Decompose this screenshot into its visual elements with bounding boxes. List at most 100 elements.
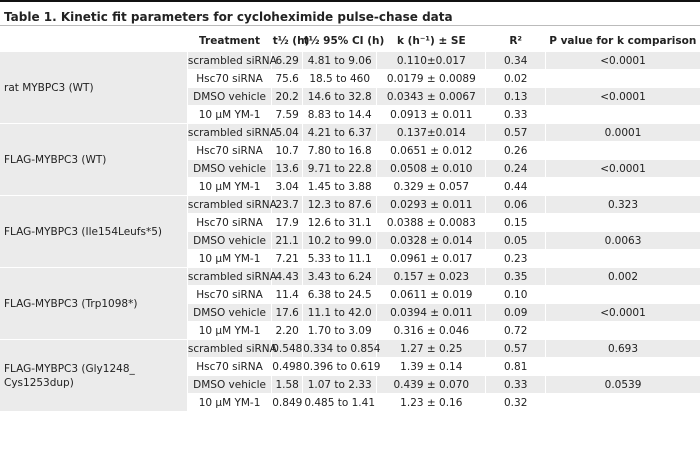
treatment-cell: 10 μM YM-1 — [186, 393, 272, 412]
half-life-cell: 13.6 — [271, 159, 303, 178]
table-row: 10 μM YM-1 0.849 0.485 to 1.41 1.23 ± 0.16 0… — [0, 393, 700, 412]
group-label: FLAG-MYBPC3 (Trp1098*) — [0, 267, 188, 340]
half-life-cell: 3.04 — [271, 177, 303, 196]
table-row: Hsc70 siRNA 11.4 6.38 to 24.5 0.0611 ± 0.01… — [0, 285, 700, 304]
r-squared-cell: 0.09 — [485, 303, 546, 322]
r-squared-cell: 0.33 — [485, 105, 546, 124]
rate-constant-cell: 0.0651 ± 0.012 — [376, 141, 486, 160]
rate-constant-cell: 0.0179 ± 0.0089 — [376, 69, 486, 88]
p-value-cell — [545, 105, 700, 124]
half-life-cell: 20.2 — [271, 87, 303, 106]
group-label-line: FLAG-MYBPC3 (Gly1248_ — [4, 362, 135, 375]
ci-cell: 7.80 to 16.8 — [302, 141, 377, 160]
p-value-cell: <0.0001 — [545, 159, 700, 178]
treatment-cell: Hsc70 siRNA — [186, 69, 272, 88]
r-squared-cell: 0.81 — [485, 357, 546, 376]
treatment-cell: DMSO vehicle — [186, 375, 272, 394]
r-squared-cell: 0.06 — [485, 195, 546, 214]
rate-constant-cell: 0.0913 ± 0.011 — [376, 105, 486, 124]
rate-constant-cell: 0.137±0.014 — [376, 123, 486, 142]
table-row: DMSO vehicle 17.6 11.1 to 42.0 0.0394 ± 0.0… — [0, 303, 700, 322]
r-squared-cell: 0.02 — [485, 69, 546, 88]
rate-constant-cell: 0.157 ± 0.023 — [376, 267, 486, 286]
ci-cell: 12.6 to 31.1 — [302, 213, 377, 232]
half-life-cell: 17.6 — [271, 303, 303, 322]
r-squared-cell: 0.15 — [485, 213, 546, 232]
half-life-cell: 10.7 — [271, 141, 303, 160]
p-value-cell: <0.0001 — [545, 52, 700, 70]
table-row: 10 μM YM-1 7.59 8.83 to 14.4 0.0913 ± 0.011… — [0, 105, 700, 124]
treatment-cell: DMSO vehicle — [186, 231, 272, 250]
half-life-cell: 75.6 — [271, 69, 303, 88]
r-squared-cell: 0.57 — [485, 123, 546, 142]
p-value-cell: <0.0001 — [545, 303, 700, 322]
header-row: Treatment t½ (h) t½ 95% CI (h) k (h⁻¹) ± SE… — [0, 30, 700, 52]
half-life-cell: 17.9 — [271, 213, 303, 232]
p-value-cell: 0.0063 — [545, 231, 700, 250]
p-value-cell: 0.693 — [545, 339, 700, 358]
group-label: FLAG-MYBPC3 (WT) — [0, 123, 188, 196]
table-row: Hsc70 siRNA 17.9 12.6 to 31.1 0.0388 ± 0.00… — [0, 213, 700, 232]
rate-constant-cell: 0.0394 ± 0.011 — [376, 303, 486, 322]
table-row: Hsc70 siRNA 0.498 0.396 to 0.619 1.39 ± 0.1… — [0, 357, 700, 376]
r-squared-cell: 0.44 — [485, 177, 546, 196]
header-cell: k (h⁻¹) ± SE — [396, 35, 466, 47]
ci-cell: 3.43 to 6.24 — [302, 267, 377, 286]
table-row: rat MYBPC3 (WT) scrambled siRNA 6.29 4.81 t… — [0, 52, 700, 124]
table-row: 10 μM YM-1 3.04 1.45 to 3.88 0.329 ± 0.057 0… — [0, 177, 700, 196]
p-value-cell — [545, 213, 700, 232]
rate-constant-cell: 0.0611 ± 0.019 — [376, 285, 486, 304]
r-squared-cell: 0.24 — [485, 159, 546, 178]
p-value-cell — [545, 177, 700, 196]
rate-constant-cell: 0.0343 ± 0.0067 — [376, 87, 486, 106]
ci-cell: 1.45 to 3.88 — [302, 177, 377, 196]
ci-cell: 8.83 to 14.4 — [302, 105, 377, 124]
p-value-cell: 0.323 — [545, 195, 700, 214]
header-cell — [0, 30, 187, 52]
ci-cell: 14.6 to 32.8 — [302, 87, 377, 106]
ci-cell: 1.70 to 3.09 — [302, 321, 377, 340]
r-squared-cell: 0.35 — [485, 267, 546, 286]
table-row: DMSO vehicle 1.58 1.07 to 2.33 0.439 ± 0.07… — [0, 375, 700, 394]
ci-cell: 6.38 to 24.5 — [302, 285, 377, 304]
rate-constant-cell: 0.0388 ± 0.0083 — [376, 213, 486, 232]
p-value-cell — [545, 357, 700, 376]
p-value-cell — [545, 69, 700, 88]
p-value-cell — [545, 393, 700, 412]
ci-cell: 12.3 to 87.6 — [302, 195, 377, 214]
treatment-cell: 10 μM YM-1 — [186, 321, 272, 340]
rate-constant-cell: 0.329 ± 0.057 — [376, 177, 486, 196]
ci-cell: 1.07 to 2.33 — [302, 375, 377, 394]
header-cell: P value for k comparison — [549, 35, 697, 47]
r-squared-cell: 0.10 — [485, 285, 546, 304]
r-squared-cell: 0.57 — [485, 339, 546, 358]
header-cell: t½ (h) — [272, 35, 310, 47]
rate-constant-cell: 1.27 ± 0.25 — [376, 339, 486, 358]
table-row: DMSO vehicle 20.2 14.6 to 32.8 0.0343 ± 0.0… — [0, 87, 700, 106]
table-row: FLAG-MYBPC3 (WT) scrambled siRNA 5.04 4.21 … — [0, 123, 700, 196]
table-row: FLAG-MYBPC3 (Trp1098*) scrambled siRNA 4.4… — [0, 267, 700, 340]
rate-constant-cell: 0.110±0.017 — [376, 52, 486, 70]
half-life-cell: 5.04 — [271, 123, 303, 142]
rate-constant-cell: 0.316 ± 0.046 — [376, 321, 486, 340]
treatment-cell: 10 μM YM-1 — [186, 177, 272, 196]
table-row: 10 μM YM-1 2.20 1.70 to 3.09 0.316 ± 0.046 0… — [0, 321, 700, 340]
ci-cell: 0.485 to 1.41 — [302, 393, 377, 412]
rate-constant-cell: 0.0961 ± 0.017 — [376, 249, 486, 268]
half-life-cell: 0.498 — [271, 357, 303, 376]
ci-cell: 0.334 to 0.854 — [302, 339, 380, 358]
table-row: 10 μM YM-1 7.21 5.33 to 11.1 0.0961 ± 0.017… — [0, 249, 700, 268]
table-row: DMSO vehicle 21.1 10.2 to 99.0 0.0328 ± 0.0… — [0, 231, 700, 250]
half-life-cell: 7.59 — [271, 105, 303, 124]
rate-constant-cell: 0.0328 ± 0.014 — [376, 231, 486, 250]
p-value-cell — [545, 141, 700, 160]
rate-constant-cell: 0.0293 ± 0.011 — [376, 195, 486, 214]
treatment-cell: Hsc70 siRNA — [186, 213, 272, 232]
table-row: DMSO vehicle 13.6 9.71 to 22.8 0.0508 ± 0.0… — [0, 159, 700, 178]
treatment-cell: Hsc70 siRNA — [186, 285, 272, 304]
r-squared-cell: 0.23 — [485, 249, 546, 268]
half-life-cell: 21.1 — [271, 231, 303, 250]
r-squared-cell: 0.32 — [485, 393, 546, 412]
ci-cell: 4.21 to 6.37 — [302, 123, 377, 142]
